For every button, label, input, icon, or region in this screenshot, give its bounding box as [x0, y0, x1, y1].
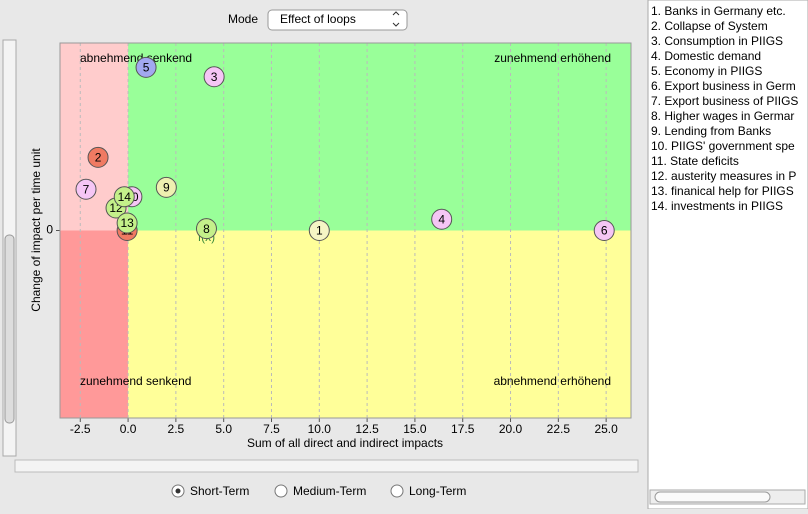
list-item[interactable]: 14. investments in PIIGS	[651, 199, 783, 213]
radio-label: Medium-Term	[293, 484, 366, 498]
list-item[interactable]: 2. Collapse of System	[651, 19, 768, 33]
point[interactable]	[593, 220, 615, 241]
point[interactable]	[195, 218, 217, 240]
point[interactable]	[116, 212, 138, 234]
quadrant-label: zunehmend erhöhend	[494, 51, 611, 65]
quadrant-label: abnehmend senkend	[80, 51, 192, 65]
radio[interactable]	[274, 484, 288, 498]
mode-value: Effect of loops	[280, 12, 356, 26]
y-tick-label: 0	[46, 223, 53, 237]
x-tick-label: 5.0	[215, 422, 232, 436]
point[interactable]	[87, 146, 109, 168]
list-panel	[647, 0, 808, 510]
point-label: 6	[601, 224, 608, 238]
v-scroll-thumb[interactable]	[4, 234, 15, 424]
x-axis-title: Sum of all direct and indirect impacts	[247, 436, 443, 450]
list-scroll-thumb[interactable]	[654, 491, 771, 503]
point-label: 14	[118, 190, 132, 204]
select-arrows	[392, 11, 400, 27]
point-label: 7	[83, 182, 90, 196]
radio[interactable]	[390, 484, 404, 498]
point[interactable]	[113, 186, 135, 208]
x-tick-label: 25.0	[594, 422, 618, 436]
x-tick-label: 2.5	[168, 422, 185, 436]
radio-dot	[175, 488, 181, 494]
point[interactable]	[431, 208, 453, 230]
point-label: 5	[143, 61, 150, 75]
radio-label: Short-Term	[190, 484, 249, 498]
point-label: 9	[163, 181, 170, 195]
mode-label: Mode	[228, 12, 258, 26]
y-axis-title: Change of impact per time unit	[29, 148, 43, 312]
list-item[interactable]: 12. austerity measures in P	[651, 169, 796, 183]
point[interactable]	[135, 56, 157, 78]
list-item[interactable]: 11. State deficits	[651, 154, 739, 168]
quadrant-bg	[128, 230, 631, 418]
point-label: 3	[211, 70, 218, 84]
list-item[interactable]: 7. Export business of PIIGS	[651, 94, 798, 108]
radio-label: Long-Term	[409, 484, 466, 498]
point-label: 2	[95, 151, 102, 165]
x-tick-label: 20.0	[499, 422, 523, 436]
list-item[interactable]: 6. Export business in Germ	[651, 79, 796, 93]
quadrant-label: zunehmend senkend	[80, 374, 191, 388]
point[interactable]	[75, 178, 97, 200]
x-tick-label: 15.0	[403, 422, 427, 436]
list-item[interactable]: 13. finanical help for PIIGS	[651, 184, 794, 198]
point-label: 8	[203, 222, 210, 236]
point-label: 13	[120, 216, 134, 230]
quadrant-bg	[60, 230, 129, 418]
h-divider	[14, 459, 639, 473]
x-tick-label: 0.0	[120, 422, 137, 436]
list-item[interactable]: 1. Banks in Germany etc.	[651, 4, 786, 18]
list-item[interactable]: 5. Economy in PIIGS	[651, 64, 762, 78]
point[interactable]	[155, 176, 177, 198]
quadrant-bg	[128, 43, 631, 231]
x-tick-label: 7.5	[263, 422, 280, 436]
x-tick-label: 10.0	[308, 422, 332, 436]
x-tick-label: 22.5	[547, 422, 571, 436]
list-item[interactable]: 9. Lending from Banks	[651, 124, 771, 138]
quadrant-label: abnehmend erhöhend	[494, 374, 611, 388]
x-tick-label: 17.5	[451, 422, 475, 436]
list-item[interactable]: 3. Consumption in PIIGS	[651, 34, 783, 48]
x-tick-label: 12.5	[355, 422, 379, 436]
point-label: 1	[316, 224, 323, 238]
point-label: 4	[438, 212, 445, 226]
plot-frame	[59, 42, 632, 419]
list-item[interactable]: 10. PIIGS' government spe	[651, 139, 795, 153]
list-item[interactable]: 4. Domestic demand	[651, 49, 761, 63]
point[interactable]	[308, 220, 330, 241]
point[interactable]	[203, 66, 225, 88]
list-item[interactable]: 8. Higher wages in Germar	[651, 109, 794, 123]
mode-select[interactable]	[267, 9, 408, 31]
x-tick-label: -2.5	[70, 422, 91, 436]
